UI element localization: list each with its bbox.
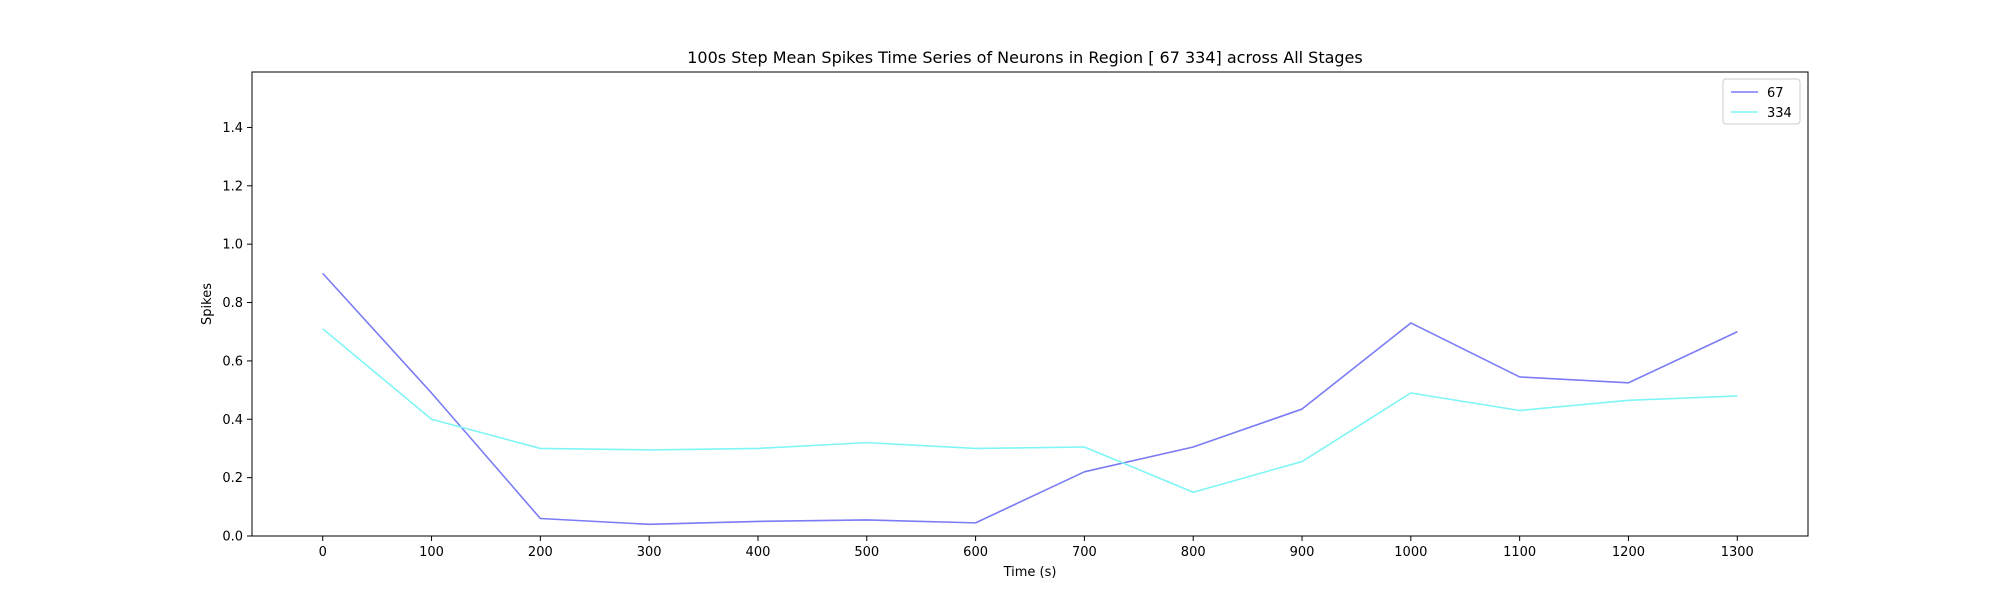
- x-tick-label: 200: [528, 545, 553, 560]
- x-axis-label: Time (s): [1003, 565, 1057, 580]
- y-tick-label: 0.8: [222, 296, 243, 311]
- y-tick-label: 0.0: [222, 530, 243, 545]
- y-tick-label: 1.4: [222, 121, 243, 136]
- x-tick-label: 1000: [1394, 545, 1427, 560]
- x-tick-label: 1300: [1721, 545, 1754, 560]
- x-tick-label: 0: [319, 545, 327, 560]
- x-tick-label: 500: [854, 545, 879, 560]
- y-tick-label: 0.2: [222, 471, 243, 486]
- plot-frame: [251, 71, 1809, 537]
- series-line-334: [322, 328, 1738, 494]
- x-tick-label: 600: [963, 545, 988, 560]
- legend-label-67: 67: [1767, 86, 1784, 101]
- y-tick-label: 1.0: [222, 238, 243, 253]
- x-axis: 0 100 200 300 400 500 600 700 800 900 1000 1100 1200…: [319, 536, 1754, 560]
- series-line-67: [322, 272, 1738, 526]
- x-tick-label: 400: [746, 545, 771, 560]
- x-tick-label: 900: [1290, 545, 1315, 560]
- x-tick-label: 1200: [1612, 545, 1645, 560]
- y-tick-label: 0.6: [222, 354, 243, 369]
- x-tick-label: 700: [1072, 545, 1097, 560]
- x-tick-label: 100: [419, 545, 444, 560]
- y-tick-label: 0.4: [222, 413, 243, 428]
- legend-label-334: 334: [1767, 106, 1792, 121]
- x-tick-label: 800: [1181, 545, 1206, 560]
- y-axis: 0.0 0.2 0.4 0.6 0.8 1.0 1.2 1.4: [222, 121, 252, 545]
- x-tick-label: 300: [637, 545, 662, 560]
- plot-area: [322, 272, 1738, 526]
- y-axis-label: Spikes: [200, 283, 215, 325]
- y-tick-label: 1.2: [222, 179, 243, 194]
- chart-title: 100s Step Mean Spikes Time Series of Neu…: [687, 48, 1362, 67]
- x-tick-label: 1100: [1503, 545, 1536, 560]
